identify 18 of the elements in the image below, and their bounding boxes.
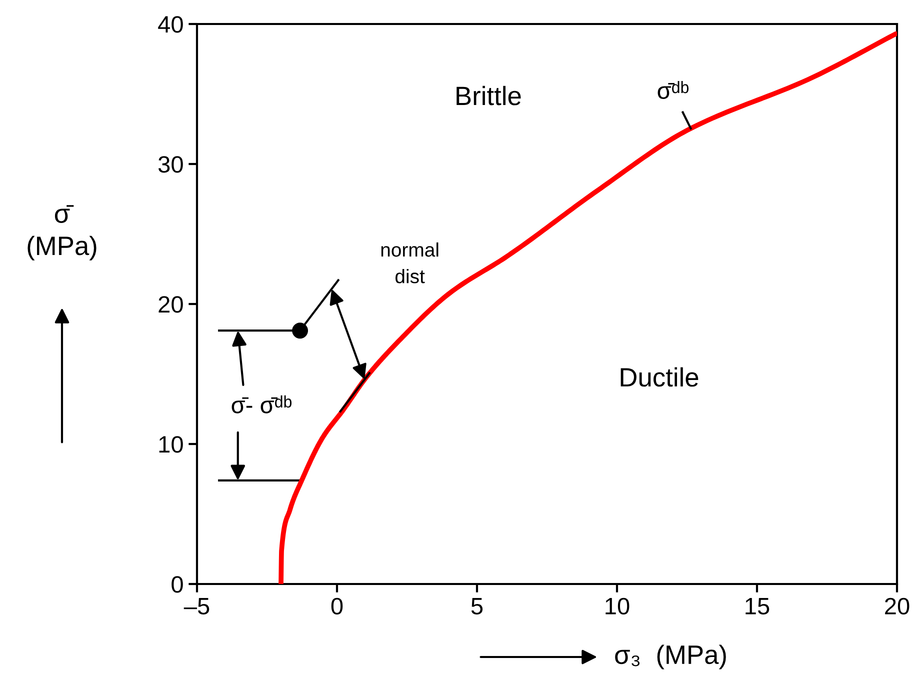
x-tick-label: 15: [746, 598, 770, 615]
annotation: normal dist: [381, 242, 438, 284]
x-tick-label: 20: [885, 598, 910, 615]
x-tick-label: 0: [331, 598, 343, 615]
y-tick-label: 20: [158, 296, 183, 313]
y-tick-label: 40: [158, 16, 183, 33]
x-axis-title: σ₃ (MPa): [615, 644, 726, 670]
x-tick-label: 5: [471, 598, 483, 615]
annotation: σ̄ᵈᵇ: [658, 80, 689, 99]
y-tick-label: 0: [172, 576, 183, 593]
x-tick-label: –5: [184, 598, 210, 615]
annotation: σ̄- σ̄ᵈᵇ: [232, 395, 292, 414]
annotation: Ductile: [620, 367, 698, 387]
y-tick-label: 10: [159, 436, 183, 453]
y-tick-label: 30: [158, 156, 183, 173]
y-axis-title: σ̄ (MPa): [28, 205, 96, 260]
x-tick-label: 10: [606, 598, 630, 615]
annotation: Brittle: [456, 86, 521, 106]
